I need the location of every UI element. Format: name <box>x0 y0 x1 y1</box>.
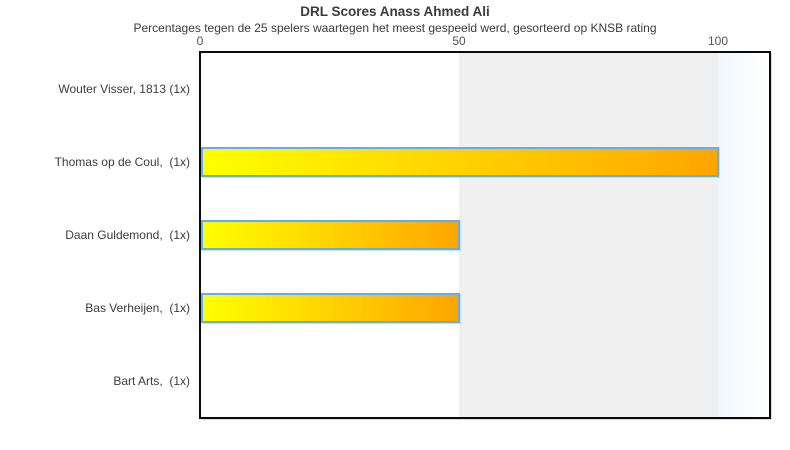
x-tick-label: 0 <box>196 34 204 48</box>
bar <box>201 220 460 250</box>
band-beyond-100 <box>718 53 769 417</box>
chart-subtitle: Percentages tegen de 25 spelers waartege… <box>133 21 657 35</box>
category-label: Bart Arts, (1x) <box>113 373 190 388</box>
category-label: Bas Verheijen, (1x) <box>85 300 190 315</box>
x-tick-label: 100 <box>707 34 729 48</box>
x-tick-label: 50 <box>452 34 466 48</box>
category-label: Thomas op de Coul, (1x) <box>54 155 190 170</box>
plot-area <box>199 51 771 419</box>
bar <box>201 147 719 178</box>
category-label: Daan Guldemond, (1x) <box>65 228 190 242</box>
band-50-100 <box>459 53 718 417</box>
chart-title: DRL Scores Anass Ahmed Ali <box>300 4 490 19</box>
bar <box>201 292 460 323</box>
category-label: Wouter Visser, 1813 (1x) <box>58 82 190 97</box>
